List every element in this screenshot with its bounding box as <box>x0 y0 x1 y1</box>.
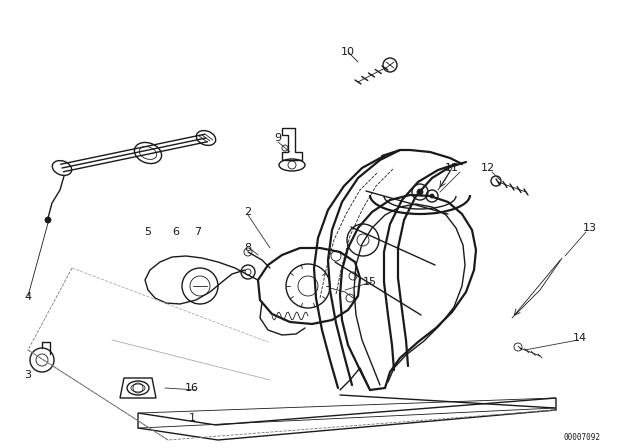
Text: 15: 15 <box>363 277 377 287</box>
Text: 16: 16 <box>185 383 199 393</box>
Text: 9: 9 <box>275 133 282 143</box>
Circle shape <box>417 189 423 195</box>
Text: 12: 12 <box>481 163 495 173</box>
Text: 2: 2 <box>244 207 252 217</box>
Text: 3: 3 <box>24 370 31 380</box>
Text: 10: 10 <box>341 47 355 57</box>
Circle shape <box>430 194 434 198</box>
Text: 5: 5 <box>145 227 152 237</box>
Text: 13: 13 <box>583 223 597 233</box>
Text: 4: 4 <box>24 292 31 302</box>
Text: 14: 14 <box>573 333 587 343</box>
Text: 00007092: 00007092 <box>563 434 600 443</box>
Text: 7: 7 <box>195 227 202 237</box>
Text: 11: 11 <box>445 163 459 173</box>
Circle shape <box>45 217 51 223</box>
Text: 8: 8 <box>244 243 252 253</box>
Text: 6: 6 <box>173 227 179 237</box>
Text: 1: 1 <box>189 413 195 423</box>
